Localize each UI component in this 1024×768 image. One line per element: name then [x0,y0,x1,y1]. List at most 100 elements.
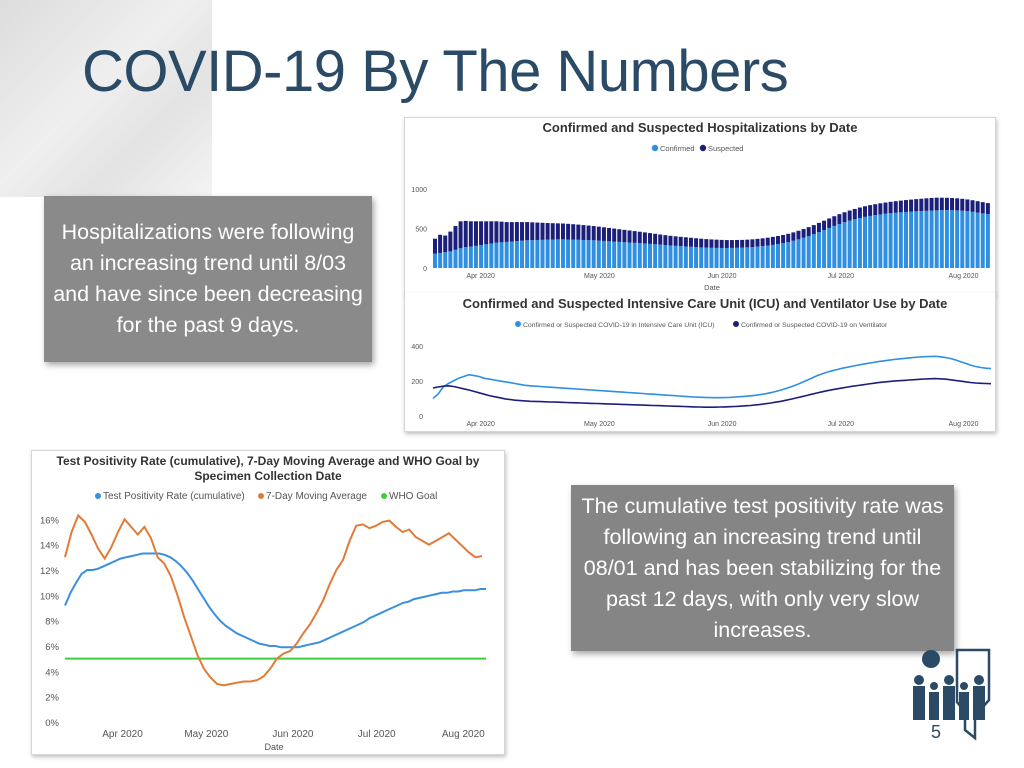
hospitalization-callout: Hospitalizations were following an incre… [44,196,372,362]
hospitalizations-title: Confirmed and Suspected Hospitalizations… [543,120,858,135]
suspected-bar [581,225,586,240]
suspected-bar [617,229,622,242]
confirmed-bar [740,247,745,268]
suspected-bar [765,237,770,246]
suspected-bar [586,225,591,241]
y-tick-label: 2% [45,693,59,704]
confirmed-bar [673,245,678,268]
suspected-bar [433,238,437,254]
suspected-bar [919,198,924,212]
confirmed-bar [530,240,535,268]
suspected-bar [571,224,576,240]
confirmed-bar [581,239,586,268]
confirmed-bar [668,245,673,268]
suspected-bar [663,235,668,246]
suspected-bar [750,239,755,248]
suspected-bar [729,240,734,248]
legend-marker [258,493,264,499]
suspected-bar [566,223,571,240]
confirmed-bar [919,211,924,268]
suspected-bar [540,222,545,240]
confirmed-bar [985,214,990,268]
suspected-bar [719,239,724,248]
confirmed-bar [607,241,612,268]
confirmed-bar [438,252,443,268]
dhhs-logo-icon [913,648,991,741]
y-tick-label: 0 [419,414,423,421]
icu-line [432,355,992,400]
confirmed-bar [714,247,719,268]
suspected-bar [822,220,827,230]
confirmed-bar [473,245,478,268]
confirmed-bar [468,246,473,268]
suspected-bar [704,239,709,248]
hospitalization-callout-text: Hospitalizations were following an incre… [53,220,363,337]
x-axis-label: Date [264,742,283,752]
suspected-bar [929,197,934,211]
suspected-bar [980,202,985,214]
x-tick-label: Apr 2020 [102,729,143,740]
positivity-callout: The cumulative test positivity rate was … [571,485,954,651]
confirmed-bar [586,240,591,268]
confirmed-bar [601,240,606,268]
confirmed-bar [484,244,489,268]
y-tick-label: 8% [45,617,59,628]
confirmed-bar [796,239,801,268]
suspected-bar [786,233,791,243]
confirmed-bar [443,252,448,268]
confirmed-bar [903,211,908,268]
suspected-bar [755,238,760,247]
confirmed-bar [806,236,811,268]
x-tick-label: May 2020 [584,273,615,280]
confirmed-bar [525,240,530,268]
suspected-bar [770,236,775,245]
suspected-bar [893,201,898,213]
suspected-bar [960,198,965,211]
icu-title: Confirmed and Suspected Intensive Care U… [463,296,948,311]
legend-marker [515,321,521,327]
confirmed-bar [878,214,883,268]
confirmed-bar [883,213,888,268]
confirmed-bar [939,210,944,268]
confirmed-bar [745,247,750,268]
x-tick-label: Jul 2020 [358,729,396,740]
suspected-bar [837,214,842,224]
x-tick-label: May 2020 [184,729,228,740]
suspected-bar [637,231,642,244]
confirmed-bar [499,242,504,268]
y-tick-label: 14% [40,541,60,552]
legend-label: Confirmed or Suspected COVID-19 on Venti… [741,322,888,329]
page-number: 5 [931,722,942,742]
confirmed-bar [760,246,765,268]
suspected-bar [683,237,688,247]
suspected-bar [591,226,596,241]
y-tick-label: 12% [40,566,60,577]
suspected-bar [781,234,786,244]
confirmed-bar [842,222,847,268]
confirmed-bar [852,219,857,268]
suspected-bar [714,239,719,248]
suspected-bar [688,237,693,247]
confirmed-bar [750,247,755,268]
suspected-bar [673,236,678,246]
y-tick-label: 0 [423,266,427,273]
suspected-bar [627,230,632,243]
x-tick-label: Jun 2020 [708,421,737,428]
legend-marker [95,493,101,499]
suspected-bar [473,221,478,246]
confirmed-bar [453,249,458,268]
confirmed-bar [837,223,842,268]
confirmed-bar [683,246,688,268]
suspected-bar [816,222,821,233]
test-positivity-chart: Test Positivity Rate (cumulative), 7-Day… [40,454,486,752]
confirmed-bar [786,242,791,268]
suspected-bar [499,221,504,243]
suspected-bar [601,227,606,241]
y-tick-label: 400 [411,344,423,351]
confirmed-bar [909,211,914,268]
suspected-bar [550,223,555,240]
suspected-bar [545,223,550,240]
suspected-bar [888,201,893,214]
confirmed-bar [545,239,550,268]
confirmed-bar [648,243,653,268]
